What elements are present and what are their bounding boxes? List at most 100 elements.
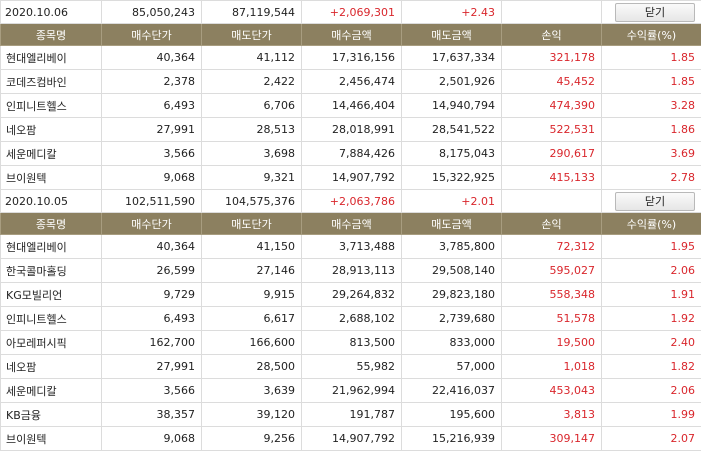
- pnl-cell: 1,018: [501, 354, 602, 379]
- return-rate-cell: 1.95: [601, 234, 701, 259]
- sell-price-cell: 28,500: [201, 354, 302, 379]
- column-header: 수익률(%): [601, 23, 701, 46]
- buy-amount-cell: 813,500: [301, 330, 402, 355]
- table-row[interactable]: 인피니트헬스 6,493 6,617 2,688,102 2,739,680 51,578…: [0, 306, 701, 331]
- sell-amount-cell: 22,416,037: [401, 378, 502, 403]
- sell-amount-cell: 28,541,522: [401, 117, 502, 142]
- return-rate-cell: 1.92: [601, 306, 701, 331]
- buy-price-cell: 27,991: [101, 354, 202, 379]
- summary-spacer: [501, 0, 602, 24]
- sell-amount-cell: 3,785,800: [401, 234, 502, 259]
- pnl-cell: 51,578: [501, 306, 602, 331]
- buy-price-cell: 2,378: [101, 69, 202, 94]
- sell-price-cell: 9,256: [201, 426, 302, 451]
- summary-spacer: [501, 189, 602, 213]
- return-rate-cell: 2.78: [601, 165, 701, 190]
- pnl-cell: 19,500: [501, 330, 602, 355]
- sell-price-cell: 41,150: [201, 234, 302, 259]
- buy-price-cell: 27,991: [101, 117, 202, 142]
- buy-price-cell: 6,493: [101, 93, 202, 118]
- pnl-cell: 45,452: [501, 69, 602, 94]
- sell-amount-cell: 2,739,680: [401, 306, 502, 331]
- stock-name-cell: 코데즈컴바인: [0, 69, 102, 94]
- sell-amount-cell: 8,175,043: [401, 141, 502, 166]
- close-button[interactable]: 닫기: [615, 191, 695, 211]
- return-rate-cell: 2.06: [601, 258, 701, 283]
- total-pnl: +2,069,301: [301, 0, 402, 24]
- column-header: 매수단가: [101, 23, 202, 46]
- column-header: 매도금액: [401, 23, 502, 46]
- column-header-row: 종목명 매수단가 매도단가 매수금액 매도금액 손익 수익률(%): [0, 23, 701, 46]
- sell-amount-cell: 17,637,334: [401, 45, 502, 70]
- table-row[interactable]: 네오팜 27,991 28,513 28,018,991 28,541,522 522,5…: [0, 117, 701, 142]
- buy-amount-cell: 55,982: [301, 354, 402, 379]
- sell-price-cell: 39,120: [201, 402, 302, 427]
- column-header: 매도금액: [401, 212, 502, 235]
- table-row[interactable]: KG모빌리언 9,729 9,915 29,264,832 29,823,180 558,…: [0, 282, 701, 307]
- buy-price-cell: 26,599: [101, 258, 202, 283]
- buy-amount-cell: 191,787: [301, 402, 402, 427]
- sell-price-cell: 6,617: [201, 306, 302, 331]
- pnl-cell: 3,813: [501, 402, 602, 427]
- pnl-cell: 474,390: [501, 93, 602, 118]
- stock-name-cell: 브이원텍: [0, 426, 102, 451]
- stock-name-cell: 아모레퍼시픽: [0, 330, 102, 355]
- sell-amount-cell: 15,216,939: [401, 426, 502, 451]
- day-summary-row: 2020.10.05 102,511,590 104,575,376 +2,063,7…: [0, 189, 701, 213]
- sell-price-cell: 9,915: [201, 282, 302, 307]
- table-row[interactable]: 세운메디칼 3,566 3,698 7,884,426 8,175,043 290,617…: [0, 141, 701, 166]
- day-summary-row: 2020.10.06 85,050,243 87,119,544 +2,069,301…: [0, 0, 701, 24]
- column-header: 손익: [501, 212, 602, 235]
- column-header: 손익: [501, 23, 602, 46]
- table-row[interactable]: 코데즈컴바인 2,378 2,422 2,456,474 2,501,926 45,452…: [0, 69, 701, 94]
- return-rate-cell: 2.06: [601, 378, 701, 403]
- return-rate-cell: 1.85: [601, 45, 701, 70]
- table-row[interactable]: 인피니트헬스 6,493 6,706 14,466,404 14,940,794 474,…: [0, 93, 701, 118]
- column-header: 종목명: [0, 23, 102, 46]
- table-row[interactable]: 현대엘리베이 40,364 41,150 3,713,488 3,785,800 72,3…: [0, 234, 701, 259]
- stock-name-cell: 인피니트헬스: [0, 93, 102, 118]
- pnl-cell: 290,617: [501, 141, 602, 166]
- buy-amount-cell: 28,018,991: [301, 117, 402, 142]
- buy-price-cell: 3,566: [101, 141, 202, 166]
- buy-amount-cell: 14,907,792: [301, 165, 402, 190]
- stock-name-cell: 브이원텍: [0, 165, 102, 190]
- buy-amount-cell: 29,264,832: [301, 282, 402, 307]
- stock-name-cell: 인피니트헬스: [0, 306, 102, 331]
- pnl-cell: 453,043: [501, 378, 602, 403]
- buy-amount-cell: 7,884,426: [301, 141, 402, 166]
- buy-price-cell: 162,700: [101, 330, 202, 355]
- sell-amount-cell: 2,501,926: [401, 69, 502, 94]
- buy-price-cell: 3,566: [101, 378, 202, 403]
- buy-price-cell: 9,068: [101, 426, 202, 451]
- sell-amount-cell: 57,000: [401, 354, 502, 379]
- table-row[interactable]: 브이원텍 9,068 9,256 14,907,792 15,216,939 309,14…: [0, 426, 701, 451]
- column-header: 매수금액: [301, 23, 402, 46]
- table-row[interactable]: 한국콜마홀딩 26,599 27,146 28,913,113 29,508,140 59…: [0, 258, 701, 283]
- column-header: 종목명: [0, 212, 102, 235]
- stock-name-cell: 현대엘리베이: [0, 234, 102, 259]
- return-rate-cell: 1.91: [601, 282, 701, 307]
- table-row[interactable]: 아모레퍼시픽 162,700 166,600 813,500 833,000 19,500…: [0, 330, 701, 355]
- sell-price-cell: 28,513: [201, 117, 302, 142]
- sell-price-cell: 3,698: [201, 141, 302, 166]
- column-header: 매도단가: [201, 23, 302, 46]
- close-button[interactable]: 닫기: [615, 2, 695, 22]
- pnl-cell: 309,147: [501, 426, 602, 451]
- total-return-rate: +2.43: [401, 0, 502, 24]
- close-button-cell: 닫기: [601, 189, 701, 213]
- table-row[interactable]: 현대엘리베이 40,364 41,112 17,316,156 17,637,334 32…: [0, 45, 701, 70]
- sell-amount-cell: 29,823,180: [401, 282, 502, 307]
- buy-price-cell: 9,729: [101, 282, 202, 307]
- table-row[interactable]: 네오팜 27,991 28,500 55,982 57,000 1,018 1.82: [0, 354, 701, 379]
- stock-name-cell: 현대엘리베이: [0, 45, 102, 70]
- total-pnl: +2,063,786: [301, 189, 402, 213]
- table-row[interactable]: KB금융 38,357 39,120 191,787 195,600 3,813 1.99: [0, 402, 701, 427]
- table-row[interactable]: 브이원텍 9,068 9,321 14,907,792 15,322,925 415,13…: [0, 165, 701, 190]
- sell-price-cell: 41,112: [201, 45, 302, 70]
- table-row[interactable]: 세운메디칼 3,566 3,639 21,962,994 22,416,037 453,0…: [0, 378, 701, 403]
- trade-date: 2020.10.06: [0, 0, 102, 24]
- buy-price-cell: 40,364: [101, 234, 202, 259]
